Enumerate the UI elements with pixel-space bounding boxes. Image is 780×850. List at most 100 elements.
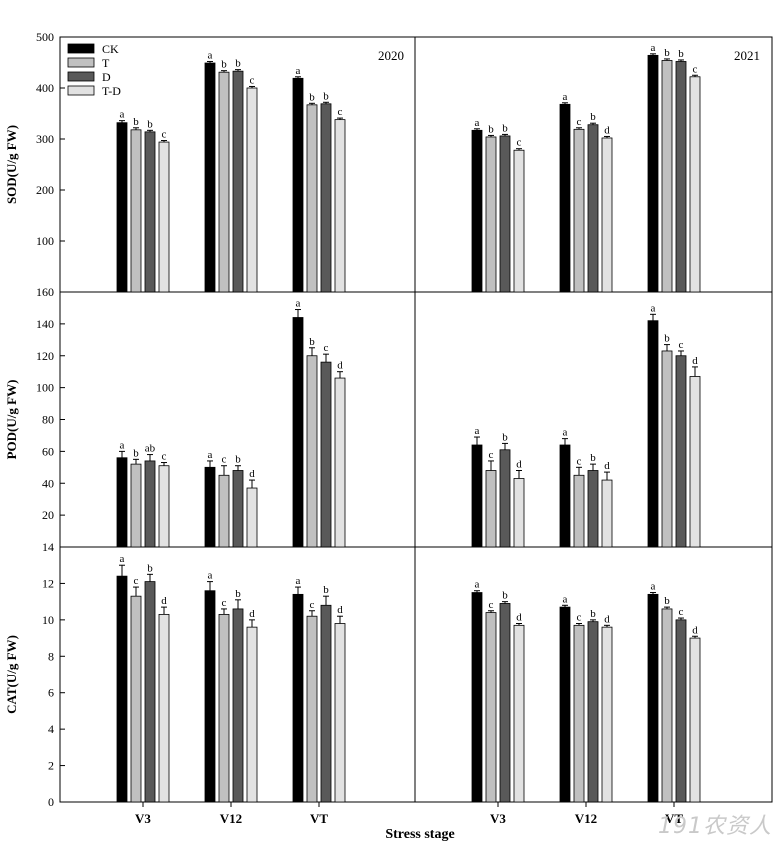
bar <box>246 487 258 548</box>
x-tick-label: V3 <box>135 811 151 826</box>
significance-letter: b <box>502 431 508 443</box>
significance-letter: b <box>664 595 670 607</box>
significance-letter: c <box>577 116 582 128</box>
y-tick-label: 80 <box>42 413 54 427</box>
significance-letter: c <box>310 599 315 611</box>
significance-letter: a <box>475 425 480 437</box>
significance-letter: c <box>162 451 167 463</box>
bar <box>116 457 128 548</box>
significance-letter: d <box>692 355 698 367</box>
significance-letter: a <box>651 42 656 54</box>
bar <box>573 624 585 803</box>
significance-letter: a <box>120 109 125 121</box>
bar <box>144 131 156 293</box>
bar <box>587 470 599 548</box>
significance-letter: d <box>604 613 610 625</box>
significance-letter: d <box>161 595 167 607</box>
significance-letter: b <box>664 333 670 345</box>
y-tick-label: 40 <box>42 476 54 490</box>
bar <box>675 355 687 548</box>
bar <box>306 355 318 548</box>
bar <box>320 103 332 293</box>
significance-letter: b <box>309 91 315 103</box>
significance-letter: c <box>577 455 582 467</box>
significance-letter: c <box>577 612 582 624</box>
significance-letter: b <box>590 111 596 123</box>
significance-letter: c <box>324 342 329 354</box>
y-tick-label: 140 <box>36 317 54 331</box>
significance-letter: c <box>679 606 684 618</box>
x-axis-title: Stress stage <box>385 827 454 842</box>
y-axis-title: CAT(U/g FW) <box>4 635 19 714</box>
bar <box>158 141 170 293</box>
significance-letter: c <box>517 137 522 149</box>
bar <box>334 623 346 803</box>
bar <box>130 595 142 803</box>
legend-label: D <box>102 70 111 84</box>
bar <box>661 608 673 803</box>
bar <box>116 575 128 803</box>
bar <box>306 615 318 803</box>
legend-swatch <box>67 85 95 96</box>
bar <box>204 62 216 293</box>
significance-letter: d <box>516 459 522 471</box>
bar <box>292 317 304 548</box>
x-axis-layer: V3 V12 VT V3 V12 VT <box>135 802 683 826</box>
significance-letter: c <box>693 63 698 75</box>
bar <box>144 460 156 548</box>
bar <box>485 612 497 803</box>
bar <box>587 124 599 293</box>
significance-letter: d <box>604 460 610 472</box>
x-tick-label: VT <box>310 811 328 826</box>
bar <box>246 626 258 803</box>
significance-letter: a <box>651 302 656 314</box>
significance-letter: b <box>235 58 241 70</box>
bar <box>661 350 673 548</box>
significance-letter: b <box>664 47 670 59</box>
legend-swatch <box>67 43 95 54</box>
significance-letter: b <box>678 48 684 60</box>
bar <box>144 581 156 803</box>
x-tick-label: V12 <box>575 811 597 826</box>
significance-letter: c <box>489 449 494 461</box>
y-tick-label: 12 <box>42 576 54 590</box>
x-tick-label: VT <box>665 811 683 826</box>
significance-letter: a <box>208 49 213 61</box>
legend-swatch <box>67 57 95 68</box>
bar <box>292 593 304 803</box>
y-tick-label: 6 <box>48 686 54 700</box>
significance-letter: a <box>563 593 568 605</box>
significance-letter: b <box>590 608 596 620</box>
y-tick-label: 300 <box>36 132 54 146</box>
significance-letter: a <box>208 570 213 582</box>
y-tick-label: 500 <box>36 30 54 44</box>
bar <box>306 104 318 293</box>
y-tick-label: 200 <box>36 183 54 197</box>
significance-letter: a <box>208 449 213 461</box>
bar <box>246 87 258 293</box>
bar <box>204 466 216 548</box>
significance-letter: c <box>250 74 255 86</box>
significance-letter: b <box>235 588 241 600</box>
bar <box>559 103 571 293</box>
bar <box>559 444 571 548</box>
significance-letter: b <box>147 118 153 130</box>
legend-swatch <box>67 71 95 82</box>
bar <box>471 129 483 293</box>
bar <box>334 377 346 548</box>
bar <box>232 70 244 293</box>
significance-letter: b <box>147 562 153 574</box>
bar <box>130 463 142 548</box>
significance-letter: d <box>692 624 698 636</box>
bar <box>471 444 483 548</box>
significance-letter: a <box>120 439 125 451</box>
significance-letter: a <box>563 427 568 439</box>
y-tick-label: 2 <box>48 759 54 773</box>
bar <box>675 61 687 293</box>
significance-letter: a <box>296 575 301 587</box>
bar <box>601 479 613 548</box>
x-tick-label: V12 <box>220 811 242 826</box>
significance-letter: c <box>222 597 227 609</box>
significance-letter: b <box>590 452 596 464</box>
